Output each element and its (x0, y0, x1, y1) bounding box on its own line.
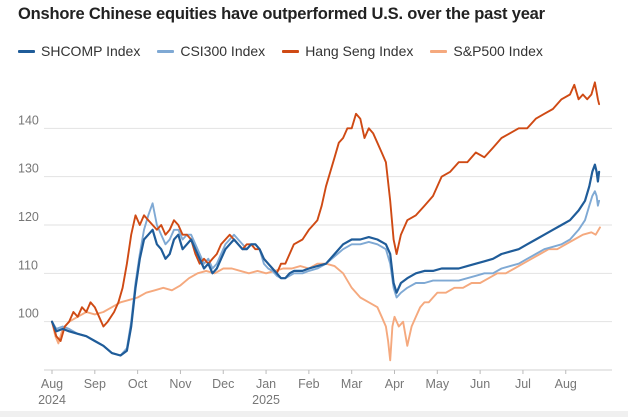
x-tick-label-1: Sep (84, 377, 106, 391)
legend-swatch-sp500 (430, 49, 448, 53)
x-tick-label-11: Jul (515, 377, 531, 391)
y-tick-label-130: 130 (18, 162, 39, 176)
series-line-sp500 (51, 226, 601, 362)
series-line-shcomp (50, 163, 601, 357)
x-tick-label-12: Aug (555, 377, 577, 391)
legend-label-shcomp: SHCOMP Index (41, 43, 141, 59)
bottom-divider (0, 411, 628, 417)
y-tick-label-140: 140 (18, 113, 39, 127)
x-tick-label-5: Jan (256, 377, 276, 391)
x-tick-label-0: Aug (41, 377, 63, 391)
chart-title: Onshore Chinese equities have outperform… (18, 5, 545, 23)
x-tick-year-5: 2025 (252, 393, 280, 407)
legend-swatch-shcomp (18, 49, 35, 53)
legend-item-hang-seng: Hang Seng Index (282, 43, 413, 59)
legend-item-shcomp: SHCOMP Index (18, 43, 140, 59)
x-tick-label-10: Jun (470, 377, 490, 391)
legend-item-sp500: S&P500 Index (430, 43, 543, 59)
x-tick-year-0: 2024 (38, 393, 66, 407)
legend-label-sp500: S&P500 Index (453, 43, 543, 59)
legend-label-csi300: CSI300 Index (180, 43, 266, 59)
y-tick-label-120: 120 (18, 210, 39, 224)
chart-legend: SHCOMP Index CSI300 Index Hang Seng Inde… (18, 43, 543, 59)
series-line-hang-seng (51, 81, 601, 342)
legend-label-hang-seng: Hang Seng Index (305, 43, 414, 59)
x-tick-label-7: Mar (341, 377, 363, 391)
y-tick-label-110: 110 (18, 258, 38, 272)
x-tick-label-4: Dec (212, 377, 234, 391)
x-tick-label-9: May (426, 377, 450, 391)
x-tick-label-3: Nov (169, 377, 192, 391)
legend-swatch-hang-seng (282, 49, 300, 53)
y-tick-label-100: 100 (18, 307, 39, 321)
legend-item-csi300: CSI300 Index (157, 43, 265, 59)
legend-swatch-csi300 (157, 49, 175, 53)
x-tick-label-2: Oct (128, 377, 148, 391)
x-tick-label-6: Feb (298, 377, 320, 391)
x-tick-label-8: Apr (385, 377, 404, 391)
